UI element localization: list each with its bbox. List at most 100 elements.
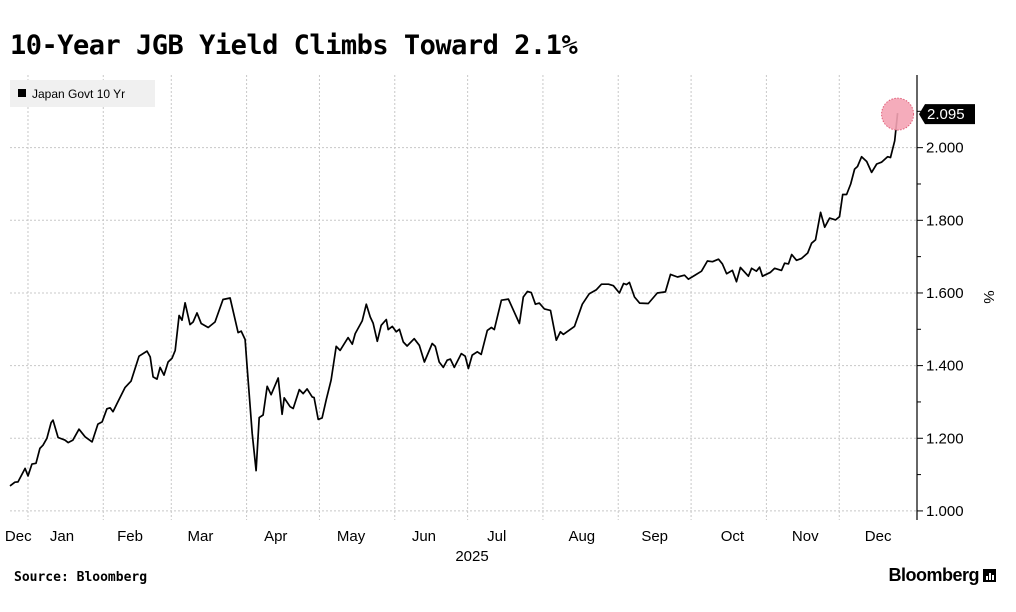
x-tick-label: Apr xyxy=(264,528,287,545)
data-point xyxy=(200,323,202,325)
data-point xyxy=(443,367,445,369)
data-point xyxy=(72,439,74,441)
data-point xyxy=(623,283,625,285)
data-point xyxy=(335,346,337,348)
data-point xyxy=(395,331,397,333)
data-point xyxy=(52,419,54,421)
legend-swatch xyxy=(18,89,26,97)
data-point xyxy=(835,219,837,221)
data-point xyxy=(9,485,11,487)
data-point xyxy=(418,344,420,346)
x-tick-label: Jul xyxy=(487,528,506,545)
x-tick-label: Feb xyxy=(117,528,143,545)
x-tick-label: Mar xyxy=(188,528,214,545)
data-point xyxy=(781,270,783,272)
y-tick-label: 1.400 xyxy=(926,358,964,375)
data-point xyxy=(619,292,621,294)
data-point xyxy=(283,397,285,399)
data-point xyxy=(774,267,776,269)
data-point xyxy=(317,419,319,421)
data-point xyxy=(736,281,738,283)
data-point xyxy=(258,417,260,419)
data-point xyxy=(811,242,813,244)
data-point xyxy=(464,355,466,357)
data-point xyxy=(116,403,118,405)
data-point xyxy=(446,359,448,361)
data-point xyxy=(91,441,93,443)
data-point xyxy=(574,326,576,328)
data-point xyxy=(461,353,463,355)
data-point xyxy=(894,140,896,142)
gridlines xyxy=(10,75,917,520)
data-point xyxy=(171,358,173,360)
last-value-highlight xyxy=(881,97,915,131)
x-tick-label: Dec xyxy=(5,528,32,545)
data-point xyxy=(14,481,16,483)
data-point xyxy=(438,361,440,363)
legend: Japan Govt 10 Yr xyxy=(10,80,155,107)
data-point xyxy=(84,436,86,438)
data-point xyxy=(815,239,817,241)
data-point xyxy=(406,345,408,347)
last-value-tag: 2.095 xyxy=(919,104,975,125)
data-point xyxy=(501,299,503,301)
data-point xyxy=(255,470,257,472)
data-point xyxy=(480,354,482,356)
data-point xyxy=(431,343,433,345)
data-point xyxy=(857,166,859,168)
data-point xyxy=(31,463,33,465)
data-point xyxy=(581,303,583,305)
data-point xyxy=(784,262,786,264)
data-point xyxy=(634,296,636,298)
data-point xyxy=(298,389,300,391)
y-axis-unit-label: % xyxy=(980,290,997,303)
data-point xyxy=(112,411,114,413)
data-point xyxy=(156,378,158,380)
bloomberg-chart-icon xyxy=(983,569,996,582)
data-point xyxy=(563,334,565,336)
data-point xyxy=(152,376,154,378)
last-value-label: 2.095 xyxy=(927,106,965,123)
data-point xyxy=(732,270,734,272)
data-point xyxy=(281,413,283,415)
data-point xyxy=(237,332,239,334)
data-point xyxy=(240,330,242,332)
data-point xyxy=(508,298,510,300)
data-point xyxy=(657,292,659,294)
data-point xyxy=(876,163,878,165)
data-point xyxy=(163,374,165,376)
data-point xyxy=(27,475,29,477)
data-point xyxy=(214,321,216,323)
chart-title: 10-Year JGB Yield Climbs Toward 2.1% xyxy=(10,30,578,61)
data-point xyxy=(550,310,552,312)
data-point xyxy=(124,387,126,389)
data-point xyxy=(262,414,264,416)
x-tick-label: Nov xyxy=(792,528,819,545)
data-point xyxy=(387,329,389,331)
data-point xyxy=(555,339,557,341)
data-point xyxy=(101,421,103,423)
data-point xyxy=(712,261,714,263)
data-point xyxy=(824,226,826,228)
x-tick-label: Dec xyxy=(865,528,892,545)
data-point xyxy=(46,437,48,439)
data-point xyxy=(688,278,690,280)
data-point xyxy=(167,361,169,363)
data-point xyxy=(302,393,304,395)
y-tick-label: 1.600 xyxy=(926,285,964,302)
data-point xyxy=(251,433,253,435)
data-point xyxy=(109,407,111,409)
data-point xyxy=(67,442,69,444)
data-point xyxy=(639,302,641,304)
data-point xyxy=(881,161,883,163)
data-point xyxy=(311,396,313,398)
data-point xyxy=(138,355,140,357)
data-point xyxy=(487,330,489,332)
data-point xyxy=(97,423,99,425)
data-points xyxy=(9,112,898,486)
data-point xyxy=(629,282,631,284)
data-point xyxy=(351,343,353,345)
data-point xyxy=(850,183,852,185)
data-point xyxy=(756,270,758,272)
data-point xyxy=(544,308,546,310)
